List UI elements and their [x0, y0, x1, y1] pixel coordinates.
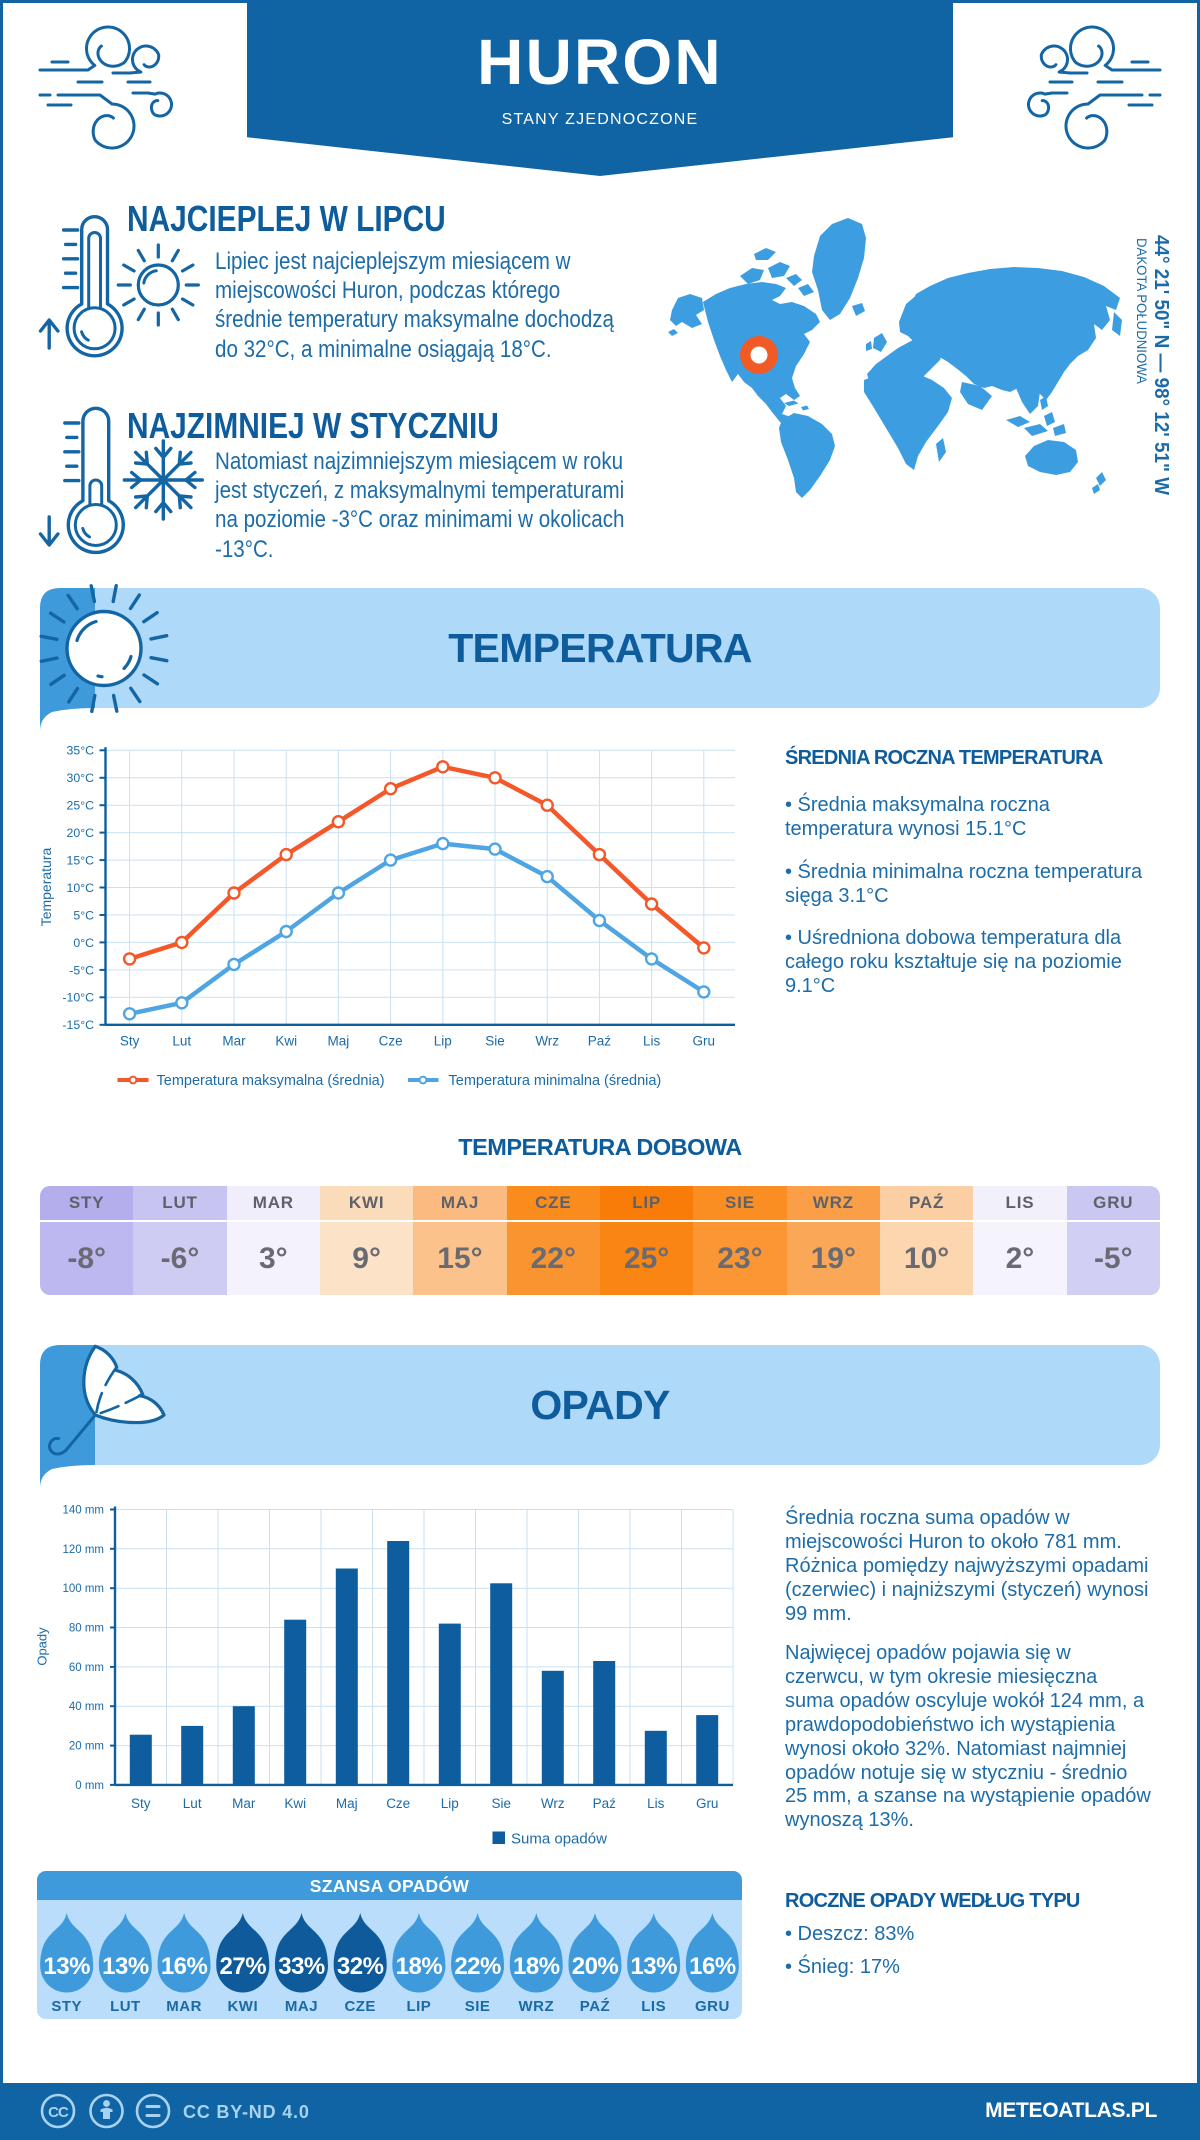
- svg-text:Wrz: Wrz: [535, 1034, 559, 1049]
- svg-text:Temperatura minimalna (średnia: Temperatura minimalna (średnia): [449, 1073, 662, 1089]
- svg-text:Wrz: Wrz: [541, 1796, 565, 1811]
- svg-text:KWI: KWI: [227, 1998, 258, 2015]
- svg-text:Maj: Maj: [336, 1796, 358, 1811]
- svg-text:140 mm: 140 mm: [62, 1505, 104, 1517]
- svg-text:13%: 13%: [43, 1953, 90, 1980]
- svg-text:Lis: Lis: [647, 1796, 665, 1811]
- svg-text:Lut: Lut: [172, 1034, 191, 1049]
- svg-text:5°C: 5°C: [73, 908, 94, 922]
- svg-text:Kwi: Kwi: [284, 1796, 306, 1811]
- svg-text:CC: CC: [48, 2104, 69, 2121]
- svg-text:Suma opadów: Suma opadów: [511, 1830, 607, 1847]
- svg-text:Sty: Sty: [120, 1034, 140, 1049]
- svg-text:40 mm: 40 mm: [69, 1701, 104, 1713]
- svg-text:Sie: Sie: [491, 1796, 511, 1811]
- svg-text:0°C: 0°C: [73, 936, 94, 950]
- svg-text:22%: 22%: [454, 1953, 501, 1980]
- svg-text:Cze: Cze: [379, 1034, 403, 1049]
- svg-text:20%: 20%: [572, 1953, 619, 1980]
- svg-text:20 mm: 20 mm: [69, 1741, 104, 1753]
- svg-text:WRZ: WRZ: [518, 1998, 554, 2015]
- svg-text:-5°C: -5°C: [69, 963, 94, 977]
- svg-text:18%: 18%: [396, 1953, 443, 1980]
- svg-text:0 mm: 0 mm: [75, 1780, 104, 1792]
- svg-text:Temperatura: Temperatura: [38, 847, 54, 926]
- svg-text:120 mm: 120 mm: [62, 1544, 104, 1556]
- svg-text:16%: 16%: [161, 1953, 208, 1980]
- svg-text:18%: 18%: [513, 1953, 560, 1980]
- svg-text:20°C: 20°C: [67, 826, 95, 840]
- svg-text:60 mm: 60 mm: [69, 1662, 104, 1674]
- svg-text:Gru: Gru: [693, 1034, 716, 1049]
- svg-text:44° 21' 50" N — 98° 12' 51" W: 44° 21' 50" N — 98° 12' 51" W: [1150, 235, 1173, 496]
- svg-text:27%: 27%: [220, 1953, 267, 1980]
- svg-text:Temperatura maksymalna (średni: Temperatura maksymalna (średnia): [157, 1073, 385, 1089]
- svg-text:Lip: Lip: [441, 1796, 459, 1811]
- svg-text:-15°C: -15°C: [62, 1018, 94, 1032]
- svg-text:Lut: Lut: [183, 1796, 202, 1811]
- svg-text:Cze: Cze: [386, 1796, 410, 1811]
- svg-text:33%: 33%: [278, 1953, 325, 1980]
- svg-text:MAJ: MAJ: [285, 1998, 318, 2015]
- svg-text:Paź: Paź: [593, 1796, 617, 1811]
- svg-text:32%: 32%: [337, 1953, 384, 1980]
- svg-text:Paź: Paź: [588, 1034, 612, 1049]
- svg-text:35°C: 35°C: [67, 744, 95, 758]
- svg-text:Gru: Gru: [696, 1796, 719, 1811]
- svg-text:10°C: 10°C: [67, 881, 95, 895]
- svg-text:30°C: 30°C: [67, 771, 95, 785]
- svg-text:Maj: Maj: [328, 1034, 350, 1049]
- svg-text:LIS: LIS: [641, 1998, 666, 2015]
- svg-text:Mar: Mar: [232, 1796, 256, 1811]
- svg-text:16%: 16%: [689, 1953, 736, 1980]
- svg-text:Sty: Sty: [131, 1796, 151, 1811]
- svg-text:CZE: CZE: [344, 1998, 376, 2015]
- svg-text:LUT: LUT: [110, 1998, 141, 2015]
- svg-text:Lis: Lis: [643, 1034, 661, 1049]
- svg-text:MAR: MAR: [166, 1998, 202, 2015]
- svg-text:13%: 13%: [102, 1953, 149, 1980]
- svg-text:25°C: 25°C: [67, 799, 95, 813]
- svg-text:80 mm: 80 mm: [69, 1623, 104, 1635]
- svg-text:Sie: Sie: [485, 1034, 505, 1049]
- svg-text:15°C: 15°C: [67, 854, 95, 868]
- svg-text:DAKOTA POŁUDNIOWA: DAKOTA POŁUDNIOWA: [1134, 238, 1149, 384]
- svg-text:GRU: GRU: [695, 1998, 730, 2015]
- svg-text:Opady: Opady: [35, 1627, 50, 1666]
- svg-text:SIE: SIE: [465, 1998, 491, 2015]
- svg-text:100 mm: 100 mm: [62, 1583, 104, 1595]
- svg-text:LIP: LIP: [406, 1998, 431, 2015]
- svg-text:STY: STY: [51, 1998, 82, 2015]
- svg-text:13%: 13%: [630, 1953, 677, 1980]
- svg-text:Mar: Mar: [222, 1034, 246, 1049]
- svg-text:Lip: Lip: [434, 1034, 452, 1049]
- svg-text:PAŹ: PAŹ: [580, 1998, 610, 2015]
- svg-text:Kwi: Kwi: [275, 1034, 297, 1049]
- svg-text:-10°C: -10°C: [62, 991, 94, 1005]
